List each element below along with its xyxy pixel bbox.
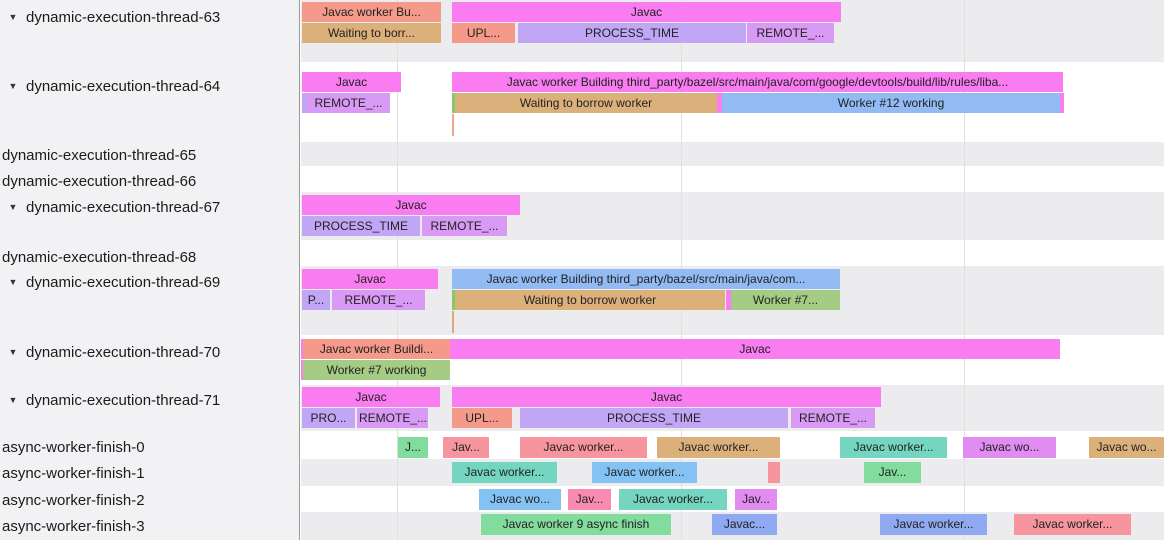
trace-event-bar[interactable]: REMOTE_... <box>357 408 428 428</box>
thread-label: dynamic-execution-thread-71 <box>26 391 221 409</box>
thread-label: dynamic-execution-thread-70 <box>26 343 221 361</box>
trace-event-bar[interactable]: J... <box>398 437 428 458</box>
thread-label: dynamic-execution-thread-63 <box>26 8 221 26</box>
trace-event-bar[interactable] <box>1060 93 1064 113</box>
sidebar-row[interactable]: ▼ dynamic-execution-thread-63 <box>0 6 300 28</box>
time-gridline <box>964 0 965 540</box>
trace-event-bar[interactable]: Worker #7 working <box>303 360 450 380</box>
trace-event-bar[interactable]: Jav... <box>735 489 777 510</box>
sidebar-row[interactable]: dynamic-execution-thread-66 <box>0 170 300 192</box>
trace-event-bar[interactable]: Worker #7... <box>731 290 840 310</box>
trace-event-bar[interactable]: Javac worker Buildi... <box>303 339 450 359</box>
thread-list-sidebar: ▼ dynamic-execution-thread-63 ▼ dynamic-exe… <box>0 0 300 540</box>
sidebar-row[interactable]: async-worker-finish-3 <box>0 515 300 537</box>
trace-event-bar[interactable]: Jav... <box>568 489 611 510</box>
trace-event-bar[interactable]: REMOTE_... <box>332 290 425 310</box>
trace-event-bar[interactable]: PROCESS_TIME <box>518 23 746 43</box>
collapse-triangle-icon[interactable]: ▼ <box>8 277 18 287</box>
thread-label: async-worker-finish-0 <box>2 438 145 456</box>
trace-event-bar[interactable] <box>452 93 456 113</box>
thread-label: async-worker-finish-2 <box>2 491 145 509</box>
trace-event-bar[interactable]: Waiting to borr... <box>302 23 441 43</box>
trace-event-bar[interactable]: Javac <box>302 269 438 289</box>
trace-event-bar[interactable]: Javac worker... <box>452 462 557 483</box>
collapse-triangle-icon[interactable]: ▼ <box>8 202 18 212</box>
trace-event-bar[interactable]: Javac wo... <box>479 489 561 510</box>
thread-label: async-worker-finish-1 <box>2 464 145 482</box>
trace-event-bar[interactable]: Jav... <box>864 462 921 483</box>
thread-label: dynamic-execution-thread-64 <box>26 77 221 95</box>
sidebar-row[interactable]: ▼ dynamic-execution-thread-67 <box>0 196 300 218</box>
track-background-band <box>301 142 1164 166</box>
trace-event-bar[interactable]: Javac worker... <box>520 437 647 458</box>
trace-event-bar[interactable] <box>301 339 304 359</box>
trace-event-bar[interactable]: Javac <box>452 387 881 407</box>
trace-event-bar[interactable]: Javac worker... <box>880 514 987 535</box>
trace-event-bar[interactable]: REMOTE_... <box>747 23 834 43</box>
thread-label: dynamic-execution-thread-68 <box>2 248 197 266</box>
trace-event-bar[interactable]: Javac worker Building third_party/bazel/… <box>452 72 1063 92</box>
trace-event-bar[interactable] <box>302 93 307 113</box>
thread-label: dynamic-execution-thread-69 <box>26 273 221 291</box>
trace-event-bar[interactable]: REMOTE_... <box>422 216 507 236</box>
collapse-triangle-icon[interactable]: ▼ <box>8 395 18 405</box>
trace-event-bar[interactable]: Javac worker Bu... <box>302 2 441 22</box>
collapse-triangle-icon[interactable]: ▼ <box>8 81 18 91</box>
timeline-canvas[interactable]: Javac worker Bu... Javac Waiting to borr..… <box>301 0 1164 540</box>
trace-event-bar[interactable]: P... <box>302 290 330 310</box>
trace-event-bar[interactable]: Javac worker... <box>619 489 727 510</box>
trace-event-bar[interactable]: Javac <box>450 339 1060 359</box>
thread-label: dynamic-execution-thread-66 <box>2 172 197 190</box>
sidebar-row[interactable]: ▼ dynamic-execution-thread-71 <box>0 389 300 411</box>
trace-event-bar[interactable]: Javac worker... <box>840 437 947 458</box>
trace-event-bar[interactable]: Javac worker 9 async finish <box>481 514 671 535</box>
sidebar-row[interactable]: async-worker-finish-1 <box>0 462 300 484</box>
thread-label: async-worker-finish-3 <box>2 517 145 535</box>
sidebar-row[interactable]: dynamic-execution-thread-68 <box>0 246 300 268</box>
trace-event-bar[interactable]: Javac worker... <box>1014 514 1131 535</box>
trace-event-bar[interactable]: REMOTE_... <box>791 408 875 428</box>
collapse-triangle-icon[interactable]: ▼ <box>8 347 18 357</box>
sidebar-row[interactable]: ▼ dynamic-execution-thread-64 <box>0 75 300 97</box>
trace-event-bar[interactable]: Javac <box>302 387 440 407</box>
trace-event-tick[interactable] <box>452 311 454 333</box>
trace-event-bar[interactable]: UPL... <box>452 408 512 428</box>
trace-event-bar[interactable]: Javac wo... <box>963 437 1056 458</box>
sidebar-row[interactable]: async-worker-finish-2 <box>0 489 300 511</box>
trace-event-bar[interactable]: Worker #12 working <box>722 93 1060 113</box>
trace-event-tick[interactable] <box>452 114 454 136</box>
track-background-band <box>301 459 1164 486</box>
sidebar-row[interactable]: dynamic-execution-thread-65 <box>0 144 300 166</box>
trace-event-bar[interactable]: Javac <box>452 2 841 22</box>
trace-event-bar[interactable] <box>726 290 731 310</box>
trace-event-bar[interactable]: Javac... <box>712 514 777 535</box>
trace-event-bar[interactable] <box>717 93 722 113</box>
trace-event-bar[interactable] <box>768 462 780 483</box>
trace-event-bar[interactable]: PROCESS_TIME <box>520 408 788 428</box>
trace-event-bar[interactable]: Jav... <box>443 437 489 458</box>
trace-event-bar[interactable]: Waiting to borrow worker <box>455 93 717 113</box>
sidebar-row[interactable]: ▼ dynamic-execution-thread-70 <box>0 341 300 363</box>
trace-event-bar[interactable]: Javac <box>302 72 401 92</box>
trace-event-bar[interactable]: Javac wo... <box>1089 437 1164 458</box>
trace-event-bar[interactable]: Javac worker... <box>592 462 697 483</box>
trace-event-bar[interactable]: UPL... <box>452 23 515 43</box>
trace-event-bar[interactable]: Waiting to borrow worker <box>455 290 725 310</box>
sidebar-row[interactable]: async-worker-finish-0 <box>0 436 300 458</box>
trace-event-bar[interactable]: Javac worker... <box>657 437 780 458</box>
trace-event-bar[interactable]: PROCESS_TIME <box>302 216 420 236</box>
trace-event-bar[interactable]: PRO... <box>302 408 355 428</box>
collapse-triangle-icon[interactable]: ▼ <box>8 12 18 22</box>
trace-event-bar[interactable] <box>301 360 304 380</box>
trace-event-bar[interactable]: REMOTE_... <box>307 93 390 113</box>
trace-event-bar[interactable]: Javac <box>302 195 520 215</box>
thread-label: dynamic-execution-thread-67 <box>26 198 221 216</box>
trace-event-bar[interactable]: Javac worker Building third_party/bazel/… <box>452 269 840 289</box>
trace-event-bar[interactable] <box>452 290 456 310</box>
thread-label: dynamic-execution-thread-65 <box>2 146 197 164</box>
sidebar-row[interactable]: ▼ dynamic-execution-thread-69 <box>0 271 300 293</box>
